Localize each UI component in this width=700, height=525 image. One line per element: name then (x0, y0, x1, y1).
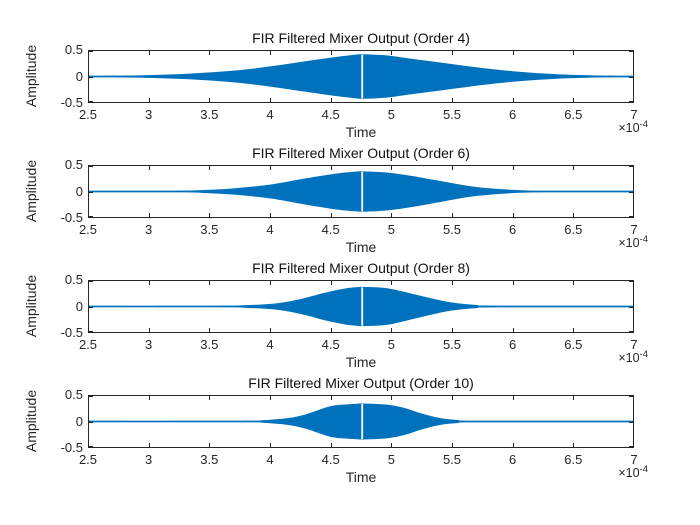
plot-title: FIR Filtered Mixer Output (Order 4) (252, 30, 470, 46)
x-axis-multiplier: ×10-4 (558, 118, 648, 135)
axes-box-and-ticks (88, 50, 634, 103)
x-tick-label: 7 (630, 107, 638, 122)
subplot-order-8: FIR Filtered Mixer Output (Order 8) Ampl… (0, 230, 700, 375)
y-tick-label: 0 (75, 183, 83, 199)
envelope-null-gap (361, 171, 364, 212)
plot-title: FIR Filtered Mixer Output (Order 10) (248, 375, 474, 391)
y-tick-label: 0 (75, 298, 83, 314)
x-tick-label: 3.5 (200, 337, 219, 352)
x-tick-label: 4 (266, 222, 274, 237)
subplot-order-4: FIR Filtered Mixer Output (Order 4) Ampl… (0, 0, 700, 145)
x-tick-label: 6.5 (564, 107, 583, 122)
x-axis-label: Time (345, 239, 377, 255)
x-tick-label: 5.5 (442, 222, 462, 237)
plot-area (88, 280, 634, 333)
x-tick-label: 5 (387, 107, 395, 122)
y-tick-label: 0 (75, 413, 83, 429)
x-tick-label: 6 (509, 452, 517, 467)
zero-line (88, 190, 634, 193)
y-tick-label: -0.5 (60, 210, 83, 225)
axes-box-and-ticks (88, 165, 634, 218)
subplot-order-10: FIR Filtered Mixer Output (Order 10) Amp… (0, 345, 700, 490)
x-tick-label: 4.5 (321, 107, 340, 122)
x-tick-label: 5 (387, 222, 395, 237)
y-tick-label: -0.5 (60, 440, 83, 455)
multiplier-exponent: -4 (639, 118, 648, 130)
plot-title: FIR Filtered Mixer Output (Order 6) (252, 145, 470, 161)
envelope-null-gap (361, 403, 364, 440)
x-tick-label: 4.5 (321, 222, 340, 237)
envelope-null-gap (361, 54, 364, 99)
x-axis-multiplier: ×10-4 (558, 463, 648, 480)
x-tick-label: 6 (509, 222, 517, 237)
y-tick-label: -0.5 (60, 325, 83, 340)
x-tick-label: 5 (387, 452, 395, 467)
y-tick-label: 0.5 (64, 42, 83, 57)
y-tick-label: 0.5 (64, 387, 83, 402)
x-tick-label: 7 (630, 452, 638, 467)
x-tick-label: 4 (266, 107, 274, 122)
multiplier-base: ×10 (618, 351, 640, 365)
x-tick-label: 5.5 (442, 107, 462, 122)
x-tick-label: 2.5 (78, 107, 98, 122)
multiplier-base: ×10 (618, 121, 640, 135)
x-tick-label: 6.5 (564, 452, 583, 467)
x-tick-label: 2.5 (78, 222, 98, 237)
multiplier-exponent: -4 (639, 233, 648, 245)
x-tick-label: 4.5 (321, 337, 340, 352)
axes-box-and-ticks (88, 280, 634, 333)
y-tick-label: 0 (75, 68, 83, 84)
zero-line (88, 305, 634, 308)
multiplier-base: ×10 (618, 236, 640, 250)
x-tick-label: 4 (266, 452, 274, 467)
x-tick-label: 5 (387, 337, 395, 352)
y-tick-label: 0.5 (64, 272, 83, 287)
x-tick-label: 7 (630, 337, 638, 352)
x-tick-label: 3.5 (200, 222, 219, 237)
x-tick-label: 6.5 (564, 222, 583, 237)
x-tick-label: 5.5 (442, 337, 462, 352)
x-tick-label: 3.5 (200, 107, 219, 122)
plot-area (88, 50, 634, 103)
x-tick-label: 3 (145, 452, 153, 467)
multiplier-exponent: -4 (639, 348, 648, 360)
multiplier-exponent: -4 (639, 463, 648, 475)
axes-box-and-ticks (88, 395, 634, 448)
envelope-null-gap (361, 287, 364, 326)
x-tick-label: 2.5 (78, 452, 98, 467)
subplot-order-6: FIR Filtered Mixer Output (Order 6) Ampl… (0, 115, 700, 260)
x-tick-label: 3.5 (200, 452, 219, 467)
x-axis-multiplier: ×10-4 (558, 348, 648, 365)
x-tick-label: 3 (145, 337, 153, 352)
y-tick-label: 0.5 (64, 157, 83, 172)
x-tick-label: 3 (145, 222, 153, 237)
x-axis-multiplier: ×10-4 (558, 233, 648, 250)
x-tick-label: 6 (509, 107, 517, 122)
x-tick-label: 2.5 (78, 337, 98, 352)
x-tick-label: 5.5 (442, 452, 462, 467)
multiplier-base: ×10 (618, 466, 640, 480)
x-tick-label: 7 (630, 222, 638, 237)
plot-title: FIR Filtered Mixer Output (Order 8) (252, 260, 470, 276)
x-tick-label: 3 (145, 107, 153, 122)
plot-area (88, 165, 634, 218)
x-axis-label: Time (345, 354, 377, 370)
x-tick-label: 4 (266, 337, 274, 352)
y-tick-label: -0.5 (60, 95, 83, 110)
plot-area (88, 395, 634, 448)
x-tick-label: 6.5 (564, 337, 583, 352)
zero-line (88, 75, 634, 78)
zero-line (88, 420, 634, 423)
x-axis-label: Time (345, 124, 377, 140)
x-axis-label: Time (345, 469, 377, 485)
x-tick-label: 6 (509, 337, 517, 352)
x-tick-label: 4.5 (321, 452, 340, 467)
